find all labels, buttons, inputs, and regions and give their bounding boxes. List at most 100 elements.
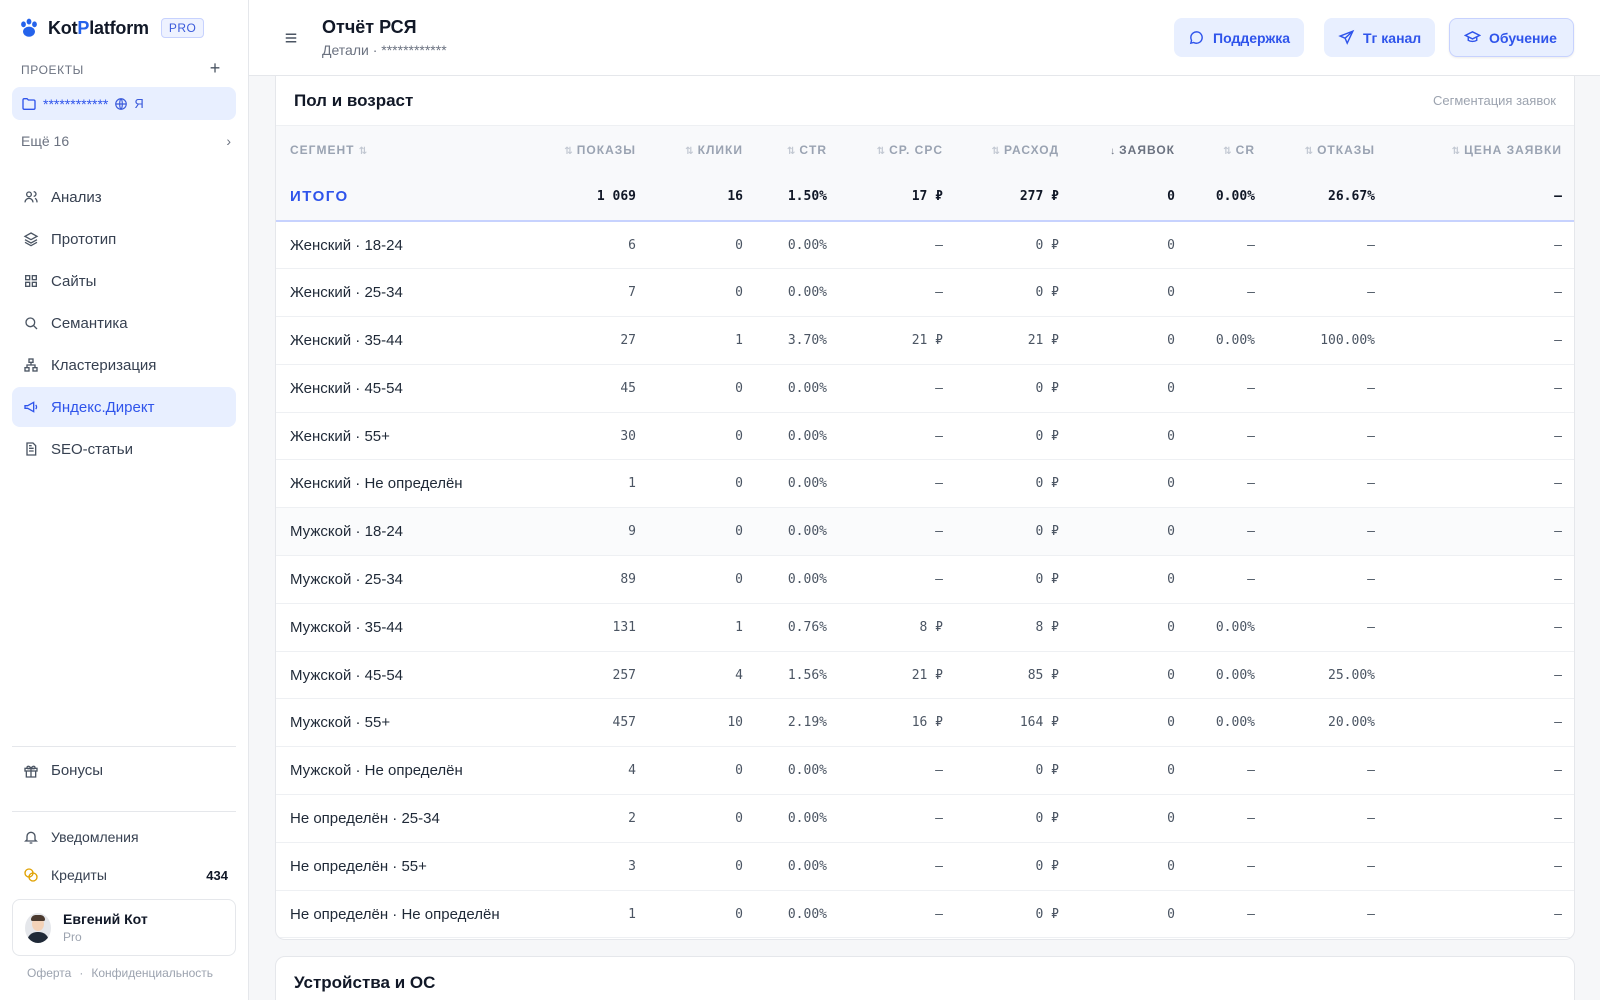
- metric-cell: 2.19%: [787, 715, 827, 731]
- user-plan: Pro: [63, 930, 82, 944]
- chat-icon: [1189, 31, 1203, 45]
- table-row[interactable]: Мужской · 35-44 131 1 0.76% 8 ₽ 8 ₽ 0 0.00% — —: [276, 603, 1574, 652]
- metric-cell: —: [1554, 906, 1562, 922]
- segment-cell: Женский · 25-34: [290, 284, 403, 302]
- send-icon: [1338, 29, 1355, 45]
- sidebar-item-document[interactable]: SEO-статьи: [12, 429, 236, 469]
- metric-cell: 7: [628, 285, 636, 301]
- metric-cell: 0 ₽: [1035, 476, 1059, 492]
- column-label: ЦЕНА ЗАЯВКИ: [1464, 142, 1562, 157]
- column-header[interactable]: ⇅ ЦЕНА ЗАЯВКИ: [1389, 126, 1574, 173]
- column-header[interactable]: ⇅ CR: [1189, 126, 1269, 173]
- table-row[interactable]: Женский · Не определён 1 0 0.00% — 0 ₽ 0 — — —: [276, 460, 1574, 508]
- metric-cell: —: [1367, 763, 1375, 779]
- metric-cell: 0.00%: [787, 571, 827, 587]
- sidebar-item-cluster[interactable]: Кластеризация: [12, 345, 236, 385]
- column-label: РАСХОД: [1004, 142, 1059, 157]
- table-row[interactable]: Женский · 25-34 7 0 0.00% — 0 ₽ 0 — — —: [276, 269, 1574, 317]
- divider: [12, 811, 236, 812]
- learn-label: Обучение: [1489, 29, 1557, 46]
- column-header[interactable]: ⇅ ОТКАЗЫ: [1269, 126, 1389, 173]
- metric-cell: 1.56%: [787, 667, 827, 683]
- sidebar-item-label: Семантика: [51, 314, 128, 332]
- sidebar-item-label: Прототип: [51, 230, 117, 248]
- user-card[interactable]: Евгений Кот Pro: [12, 899, 236, 956]
- metric-cell: 0: [1167, 237, 1175, 253]
- column-label: CR: [1235, 142, 1255, 157]
- metric-cell: —: [1247, 571, 1255, 587]
- table-row[interactable]: Не определён · 55+ 3 0 0.00% — 0 ₽ 0 — — —: [276, 842, 1574, 891]
- metric-cell: —: [1247, 428, 1255, 444]
- metric-cell: 0 ₽: [1035, 237, 1059, 253]
- metric-cell: —: [935, 476, 943, 492]
- learn-button[interactable]: Обучение: [1449, 18, 1574, 57]
- table-row[interactable]: Мужской · 25-34 89 0 0.00% — 0 ₽ 0 — — —: [276, 556, 1574, 604]
- column-header[interactable]: ⇅ ПОКАЗЫ: [541, 126, 650, 173]
- metric-cell: 0: [735, 571, 743, 587]
- metric-cell: 0.00%: [1215, 715, 1255, 731]
- metric-cell: 0: [735, 428, 743, 444]
- support-button[interactable]: Поддержка: [1174, 18, 1305, 57]
- column-header[interactable]: ⇅ CTR: [757, 126, 841, 173]
- table-row[interactable]: Мужской · 45-54 257 4 1.56% 21 ₽ 85 ₽ 0 0.00% 25…: [276, 651, 1574, 699]
- sidebar-item-megaphone[interactable]: Яндекс.Директ: [12, 387, 236, 427]
- metric-cell: 0: [1167, 571, 1175, 587]
- sort-icon: ⇅: [685, 145, 695, 157]
- metric-cell: —: [1554, 619, 1562, 635]
- metric-cell: 0.00%: [787, 237, 827, 253]
- column-header[interactable]: ↓ ЗАЯВОК: [1073, 126, 1189, 173]
- metric-cell: 8 ₽: [1035, 619, 1059, 635]
- sidebar-item-search[interactable]: Семантика: [12, 303, 236, 343]
- segments-table: СЕГМЕНТ ⇅ ⇅ ПОКАЗЫ ⇅ КЛИКИ ⇅ CTR ⇅ СР. CPC ⇅ РАСХО…: [276, 126, 1574, 938]
- offer-link[interactable]: Оферта: [27, 966, 72, 980]
- add-project-plus-icon[interactable]: +: [209, 58, 221, 78]
- metric-cell: —: [1554, 667, 1562, 683]
- sidebar-item-layers[interactable]: Прототип: [12, 219, 236, 259]
- column-header[interactable]: СЕГМЕНТ ⇅: [276, 126, 541, 173]
- metric-cell: 0.00%: [787, 763, 827, 779]
- metric-cell: —: [935, 858, 943, 874]
- table-row[interactable]: Женский · 35-44 27 1 3.70% 21 ₽ 21 ₽ 0 0.00% 100…: [276, 317, 1574, 365]
- current-project[interactable]: ************ Я: [12, 87, 236, 120]
- table-row[interactable]: Мужской · Не определён 4 0 0.00% — 0 ₽ 0 — — —: [276, 747, 1574, 795]
- table-row[interactable]: Женский · 18-24 6 0 0.00% — 0 ₽ 0 — — —: [276, 221, 1574, 269]
- privacy-link[interactable]: Конфиденциальность: [91, 966, 214, 980]
- metric-cell: 0: [735, 476, 743, 492]
- brand-name: KotPlatform: [48, 17, 149, 38]
- metric-cell: 4: [735, 667, 743, 683]
- credits-link[interactable]: Кредиты 434: [23, 867, 228, 883]
- table-row[interactable]: Не определён · 25-34 2 0 0.00% — 0 ₽ 0 — — —: [276, 795, 1574, 843]
- metric-cell: —: [935, 524, 943, 540]
- paw-logo-icon: [21, 18, 37, 37]
- telegram-button[interactable]: Тг канал: [1324, 18, 1436, 57]
- column-header[interactable]: ⇅ РАСХОД: [957, 126, 1073, 173]
- column-label: СЕГМЕНТ: [290, 142, 355, 157]
- project-name: ************: [43, 95, 109, 112]
- column-header[interactable]: ⇅ КЛИКИ: [650, 126, 757, 173]
- brand[interactable]: KotPlatform PRO: [18, 17, 205, 39]
- segment-cell: Женский · 45-54: [290, 379, 403, 397]
- total-cell: 0.00%: [1215, 189, 1255, 204]
- notifications-link[interactable]: Уведомления: [23, 829, 139, 845]
- sidebar-item-users[interactable]: Анализ: [12, 177, 236, 217]
- metric-cell: 2: [628, 810, 636, 826]
- credits-label: Кредиты: [51, 867, 107, 883]
- metric-cell: —: [1247, 476, 1255, 492]
- column-label: ПОКАЗЫ: [576, 142, 636, 157]
- table-row[interactable]: Не определён · Не определён 1 0 0.00% — 0 ₽ 0 —…: [276, 890, 1574, 938]
- pro-badge: PRO: [160, 18, 205, 38]
- metric-cell: 89: [620, 571, 636, 587]
- menu-icon[interactable]: [282, 29, 300, 47]
- column-header[interactable]: ⇅ СР. CPC: [841, 126, 957, 173]
- metric-cell: 0.00%: [787, 858, 827, 874]
- metric-cell: —: [1367, 571, 1375, 587]
- more-projects[interactable]: Ещё 16 ›: [21, 133, 231, 149]
- metric-cell: 1: [628, 476, 636, 492]
- table-row[interactable]: Мужской · 55+ 457 10 2.19% 16 ₽ 164 ₽ 0 0.00% 20…: [276, 699, 1574, 747]
- sidebar-item-grid[interactable]: Сайты: [12, 261, 236, 301]
- bonus-link[interactable]: Бонусы: [23, 762, 103, 779]
- table-row[interactable]: Женский · 45-54 45 0 0.00% — 0 ₽ 0 — — —: [276, 364, 1574, 413]
- table-row[interactable]: Женский · 55+ 30 0 0.00% — 0 ₽ 0 — — —: [276, 412, 1574, 460]
- table-row[interactable]: Мужской · 18-24 9 0 0.00% — 0 ₽ 0 — — —: [276, 507, 1574, 556]
- metric-cell: 0 ₽: [1035, 763, 1059, 779]
